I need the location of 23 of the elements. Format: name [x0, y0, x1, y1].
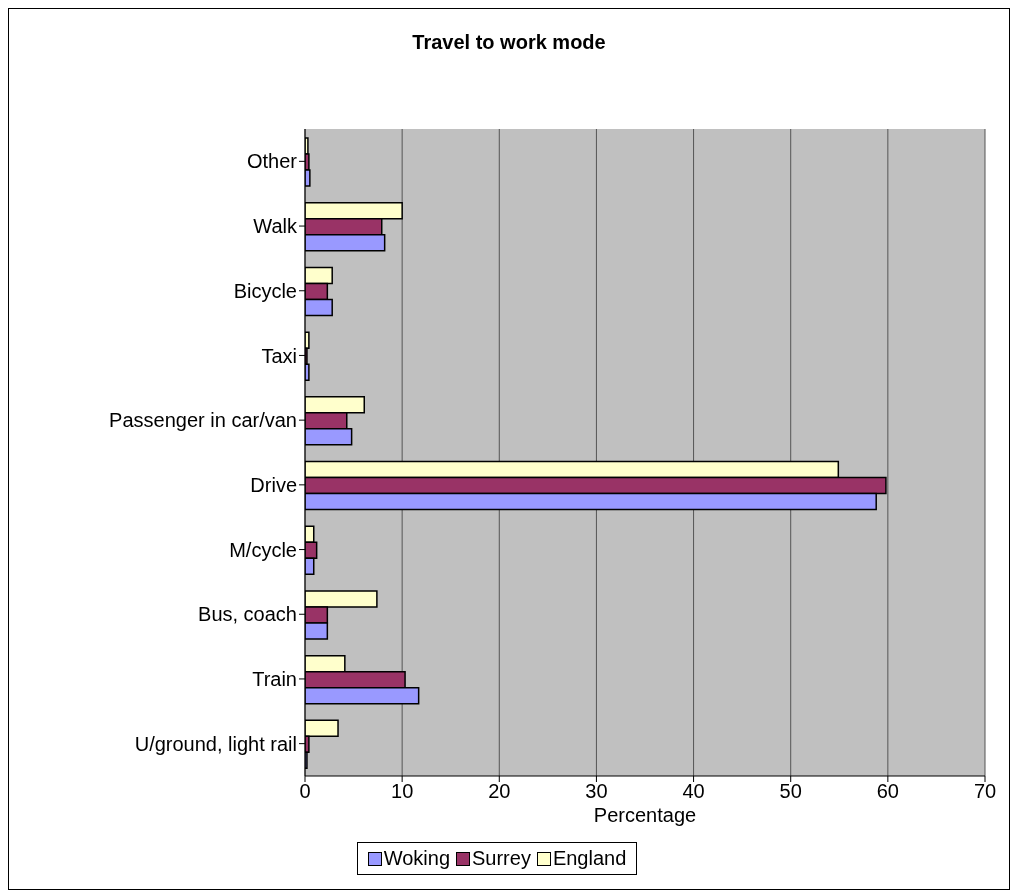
x-tick-label: 20 — [488, 780, 511, 803]
legend-label: England — [551, 847, 627, 870]
x-tick-label: 40 — [682, 780, 705, 803]
y-tick-label: Walk — [253, 215, 298, 238]
legend-label: Woking — [382, 847, 450, 870]
y-tick-label: Bicycle — [233, 279, 297, 302]
x-tick-label: 0 — [299, 780, 311, 803]
y-tick-label: Other — [246, 150, 298, 173]
y-tick-label: Train — [252, 668, 297, 691]
y-tick-label: Drive — [250, 473, 297, 496]
chart-title: Travel to work mode — [411, 31, 607, 54]
y-tick-label: M/cycle — [229, 538, 297, 561]
legend-label: Surrey — [471, 847, 531, 870]
y-tick-label: Taxi — [261, 344, 297, 367]
x-axis-title: Percentage — [593, 804, 697, 827]
x-tick-label: 60 — [876, 780, 899, 803]
x-tick-label: 30 — [585, 780, 608, 803]
x-tick-label: 10 — [391, 780, 414, 803]
x-tick-label: 70 — [973, 780, 997, 803]
y-tick-label: Passenger in car/van — [109, 409, 297, 432]
x-tick-label: 50 — [779, 780, 802, 803]
y-tick-label: Bus, coach — [198, 603, 297, 626]
y-tick-label: U/ground, light rail — [134, 732, 297, 755]
